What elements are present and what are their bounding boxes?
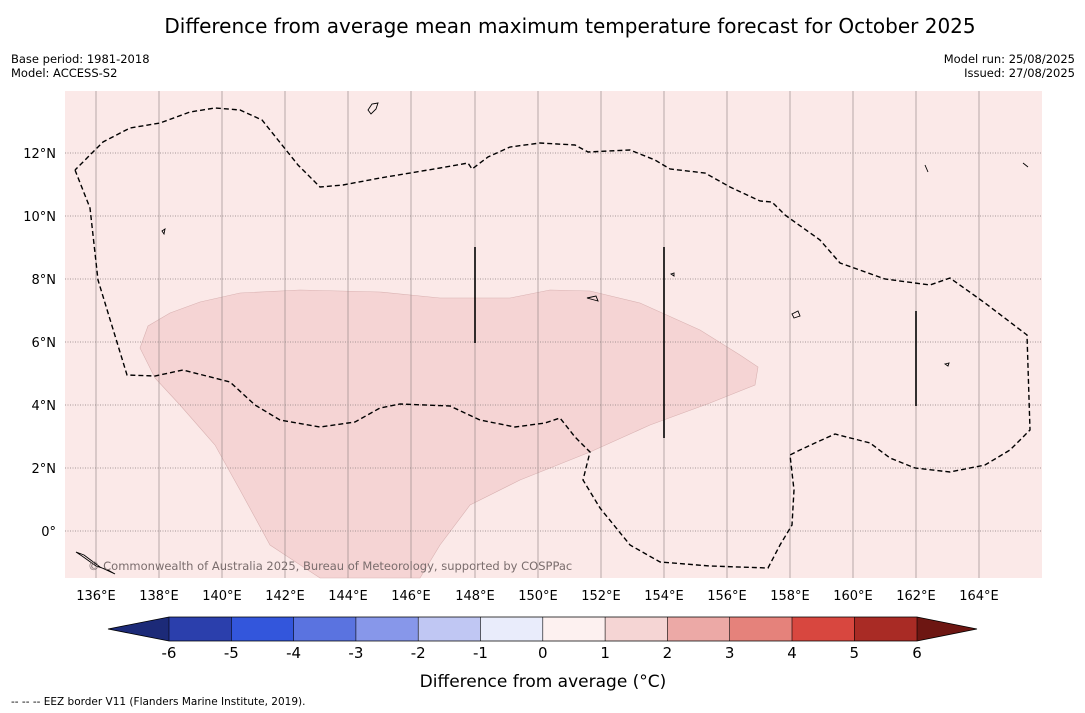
lat-label: 8°N — [32, 273, 57, 288]
colorbar-ticks: -6 -5 -4 -3 -2 -1 0 1 2 3 4 5 6 — [162, 644, 922, 662]
meta-left: Base period: 1981-2018 Model: ACCESS-S2 — [11, 52, 150, 80]
lon-axis-labels: 136°E 138°E 140°E 142°E 144°E 146°E 148°… — [76, 589, 999, 604]
lat-gridlines — [65, 152, 1042, 532]
lon-label: 140°E — [202, 589, 242, 604]
colorbar-tick: 6 — [912, 644, 922, 662]
model-run: Model run: 25/08/2025 — [943, 52, 1075, 66]
colorbar-segment — [605, 617, 668, 641]
colorbar-tick: -1 — [473, 644, 488, 662]
colorbar-tick: 2 — [663, 644, 673, 662]
lon-label: 138°E — [139, 589, 179, 604]
lon-label: 164°E — [959, 589, 999, 604]
lon-label: 144°E — [328, 589, 368, 604]
colorbar-segment — [729, 617, 792, 641]
colorbar-segment — [231, 617, 294, 641]
colorbar-segment — [792, 617, 855, 641]
colorbar-tick: 3 — [725, 644, 735, 662]
lon-label: 154°E — [644, 589, 684, 604]
colorbar-tick: 0 — [538, 644, 548, 662]
lon-label: 150°E — [518, 589, 558, 604]
anomaly-region — [139, 289, 759, 579]
model-name: Model: ACCESS-S2 — [11, 66, 118, 80]
colorbar-tick: -6 — [162, 644, 177, 662]
colorbar-segment — [355, 617, 419, 641]
lon-label: 156°E — [707, 589, 747, 604]
lon-label: 158°E — [770, 589, 810, 604]
colorbar-segment — [293, 617, 356, 641]
lat-label: 12°N — [23, 147, 56, 162]
colorbar-segment — [169, 617, 232, 641]
lat-axis-labels: 12°N 10°N 8°N 6°N 4°N 2°N 0° — [23, 147, 56, 540]
colorbar-tick: 4 — [787, 644, 797, 662]
issued-date: Issued: 27/08/2025 — [964, 66, 1075, 80]
lat-label: 0° — [41, 525, 56, 540]
colorbar-label: Difference from average (°C) — [420, 672, 667, 692]
lat-label: 6°N — [32, 336, 57, 351]
eez-footnote: -- -- -- EEZ border V11 (Flanders Marine… — [11, 696, 306, 708]
base-period: Base period: 1981-2018 — [11, 52, 150, 66]
colorbar-segment — [418, 617, 481, 641]
map-title: Difference from average mean maximum tem… — [164, 14, 976, 38]
colorbar-segment — [667, 617, 730, 641]
colorbar-tick: -3 — [348, 644, 363, 662]
colorbar-low-extension — [108, 617, 169, 641]
lon-label: 146°E — [391, 589, 431, 604]
colorbar-tick: -2 — [411, 644, 426, 662]
copyright-watermark: © Commonwealth of Australia 2025, Bureau… — [88, 559, 572, 573]
lon-label: 152°E — [581, 589, 621, 604]
lon-label: 160°E — [833, 589, 873, 604]
colorbar-segment — [480, 617, 543, 641]
lon-label: 142°E — [265, 589, 305, 604]
lat-label: 2°N — [32, 462, 57, 477]
lat-label: 4°N — [32, 399, 57, 414]
colorbar — [107, 616, 978, 642]
colorbar-tick: -5 — [224, 644, 239, 662]
lon-label: 148°E — [455, 589, 495, 604]
lon-label: 162°E — [896, 589, 936, 604]
islands — [75, 102, 1029, 575]
lat-label: 10°N — [23, 210, 56, 225]
colorbar-segment — [854, 617, 917, 641]
meta-right: Model run: 25/08/2025 Issued: 27/08/2025 — [944, 52, 1075, 80]
colorbar-tick: -4 — [286, 644, 301, 662]
colorbar-segment — [542, 617, 606, 641]
solid-boundaries — [474, 247, 917, 438]
colorbar-tick: 1 — [600, 644, 610, 662]
colorbar-tick: 5 — [850, 644, 860, 662]
eez-borders — [74, 107, 1031, 569]
lon-label: 136°E — [76, 589, 116, 604]
colorbar-high-extension — [917, 617, 977, 641]
